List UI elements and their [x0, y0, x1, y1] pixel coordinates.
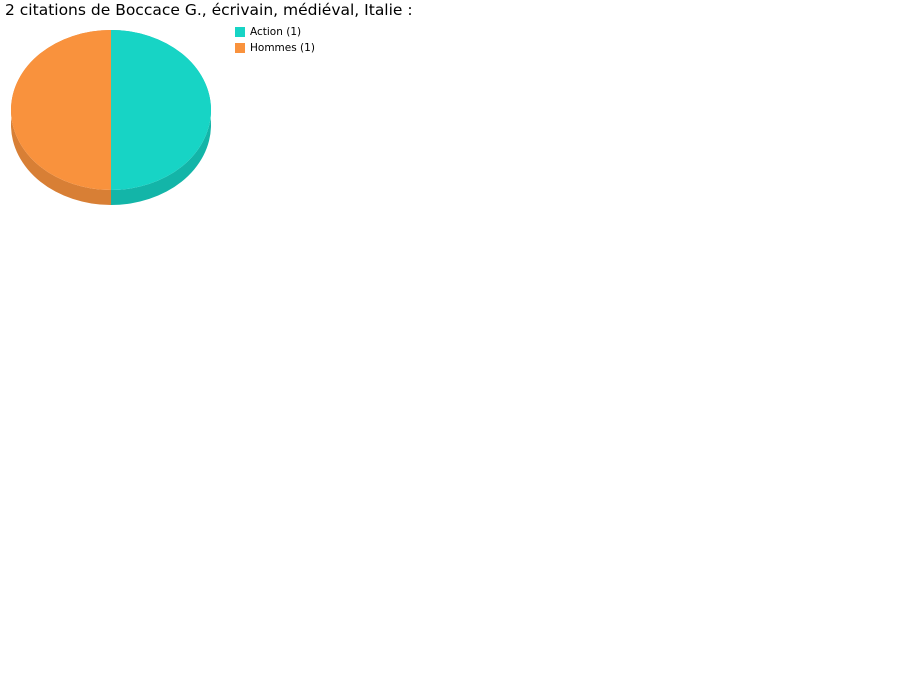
legend-label: Hommes (1): [250, 42, 315, 54]
chart-title: 2 citations de Boccace G., écrivain, méd…: [5, 1, 413, 19]
legend: Action (1) Hommes (1): [235, 24, 315, 56]
pie-slice-1[interactable]: [11, 30, 111, 190]
legend-swatch: [235, 27, 245, 37]
legend-swatch: [235, 43, 245, 53]
pie-chart: [11, 30, 211, 205]
pie-slice-0[interactable]: [111, 30, 211, 190]
legend-item-action: Action (1): [235, 24, 315, 40]
legend-item-hommes: Hommes (1): [235, 40, 315, 56]
legend-label: Action (1): [250, 26, 302, 38]
